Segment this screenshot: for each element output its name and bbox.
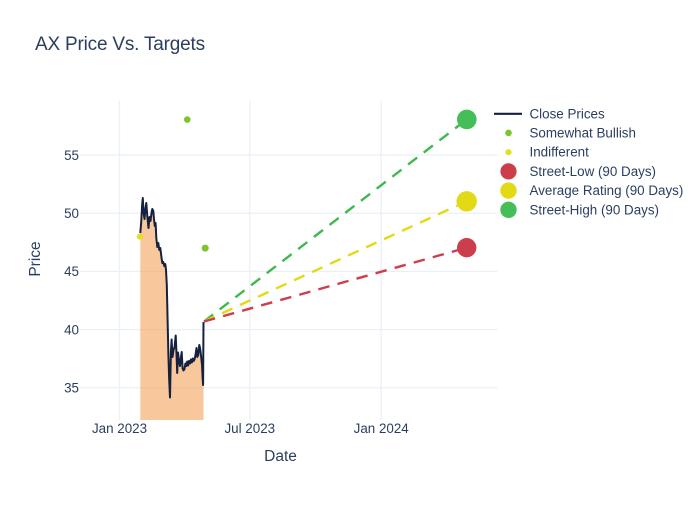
svg-text:Jan 2024: Jan 2024 (354, 421, 410, 436)
svg-text:Indifferent: Indifferent (530, 145, 590, 160)
svg-text:Price: Price (27, 241, 44, 276)
svg-text:55: 55 (64, 148, 79, 163)
svg-text:35: 35 (64, 381, 79, 396)
svg-text:Street-Low (90 Days): Street-Low (90 Days) (530, 164, 657, 179)
svg-text:Close Prices: Close Prices (530, 106, 605, 121)
svg-text:50: 50 (64, 206, 79, 221)
svg-text:Average Rating (90 Days): Average Rating (90 Days) (530, 183, 684, 198)
svg-text:Date: Date (264, 448, 297, 465)
svg-text:AX Price Vs. Targets: AX Price Vs. Targets (35, 34, 205, 55)
svg-text:40: 40 (64, 322, 79, 337)
svg-text:Jul 2023: Jul 2023 (224, 421, 275, 436)
svg-text:45: 45 (64, 264, 79, 279)
svg-text:Street-High (90 Days): Street-High (90 Days) (530, 202, 660, 217)
svg-text:Somewhat Bullish: Somewhat Bullish (530, 125, 636, 140)
svg-text:Jan 2023: Jan 2023 (92, 421, 147, 436)
